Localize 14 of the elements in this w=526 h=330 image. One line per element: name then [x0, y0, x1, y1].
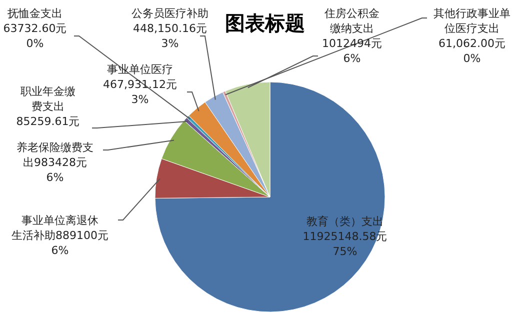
data-label: 448,150.16元 3% [133, 22, 207, 50]
data-label: 11925148.58元 75% [302, 230, 388, 258]
slice-label: 公务员医疗补助 [132, 7, 208, 20]
slice-label: 事业单位离退休生活补助889100元 6% [12, 214, 108, 257]
slice-label: 养老保险缴费支出983428元 6% [16, 141, 94, 184]
data-label: 85259.61元 [16, 115, 80, 128]
slice-label: 住房公积金缴纳支出 [324, 7, 380, 35]
slice-label: 教育（类）支出 [306, 215, 384, 228]
slice-label: 职业年金缴费支出 [20, 85, 76, 113]
slice-label: 抚恤金支出 [6, 7, 62, 20]
data-label: 63732.60元 0% [3, 22, 67, 50]
data-label: 61,062.00元 0% [438, 37, 506, 65]
slice-label: 其他行政事业单位医疗支出 [434, 7, 510, 35]
chart-title: 图表标题 [225, 11, 305, 35]
